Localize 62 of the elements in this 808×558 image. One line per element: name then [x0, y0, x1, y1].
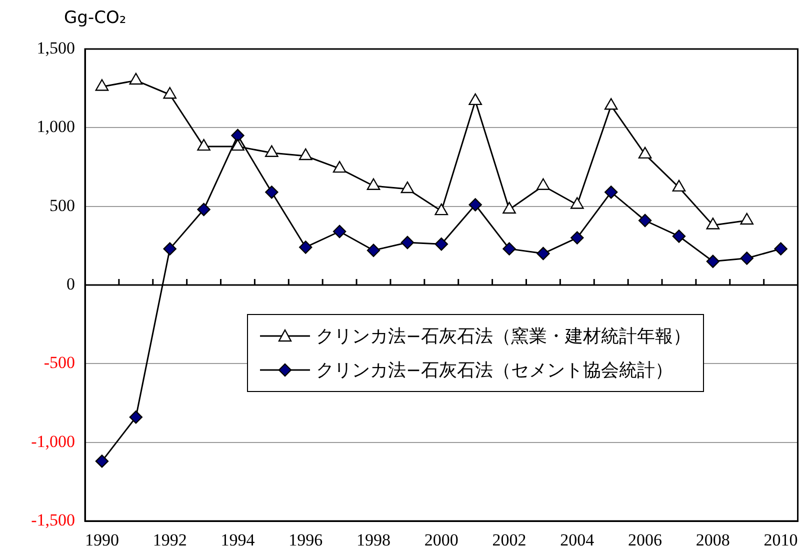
y-tick-label: -1,000 [31, 432, 75, 451]
point [298, 148, 312, 160]
point [774, 242, 788, 256]
point [129, 410, 143, 424]
x-tick-label: 2004 [560, 530, 595, 550]
x-tick-label: 1998 [356, 530, 391, 550]
point [706, 218, 720, 230]
point [265, 145, 278, 157]
x-tick-label: 2010 [764, 530, 798, 550]
point [672, 230, 686, 243]
y-tick-label: 500 [50, 196, 75, 215]
point [740, 252, 754, 265]
point [400, 181, 414, 194]
point [332, 224, 346, 238]
point [231, 128, 244, 142]
point [536, 246, 550, 260]
point [163, 87, 177, 99]
point [638, 146, 652, 159]
point [536, 178, 550, 190]
point [197, 138, 210, 151]
point [638, 214, 652, 228]
point [129, 72, 143, 85]
point [570, 197, 584, 209]
point [231, 138, 244, 151]
x-tick-label: 2006 [628, 530, 662, 550]
point [502, 242, 516, 256]
point [604, 98, 618, 110]
point [332, 160, 346, 173]
x-tick-label: 1994 [220, 530, 256, 550]
y-tick-label: 1,000 [36, 117, 75, 136]
point [468, 93, 482, 106]
point [265, 186, 278, 199]
point [366, 178, 380, 190]
point [706, 254, 720, 268]
x-tick-label: 2002 [492, 530, 526, 550]
x-tick-label: 1996 [288, 530, 323, 550]
point [95, 454, 109, 468]
x-tick-label: 1992 [152, 530, 187, 550]
point [434, 203, 448, 216]
point [299, 240, 312, 254]
point [434, 237, 448, 251]
y-tick-label: -1,500 [31, 510, 75, 530]
point [366, 244, 380, 257]
y-tick-label: 0 [66, 274, 75, 294]
point [400, 236, 414, 250]
y-tick-label: 1,500 [36, 38, 75, 58]
x-tick-label: 2000 [424, 530, 458, 550]
point [604, 186, 618, 199]
x-tick-label: 2008 [696, 530, 730, 550]
point [163, 242, 176, 256]
point [570, 231, 584, 244]
point [95, 79, 109, 91]
legend-label: クリンカ法−石灰石法（窯業・建材統計年報） [316, 325, 692, 348]
point [502, 202, 516, 214]
point [672, 180, 686, 192]
x-tick-label: 1990 [84, 530, 119, 550]
point [468, 198, 482, 212]
y-axis-title: Gg-CO₂ [64, 8, 126, 28]
point [197, 202, 210, 216]
point [740, 212, 754, 225]
y-tick-label: -500 [44, 353, 75, 372]
legend-label: クリンカ法−石灰石法（セメント協会統計） [316, 359, 674, 382]
